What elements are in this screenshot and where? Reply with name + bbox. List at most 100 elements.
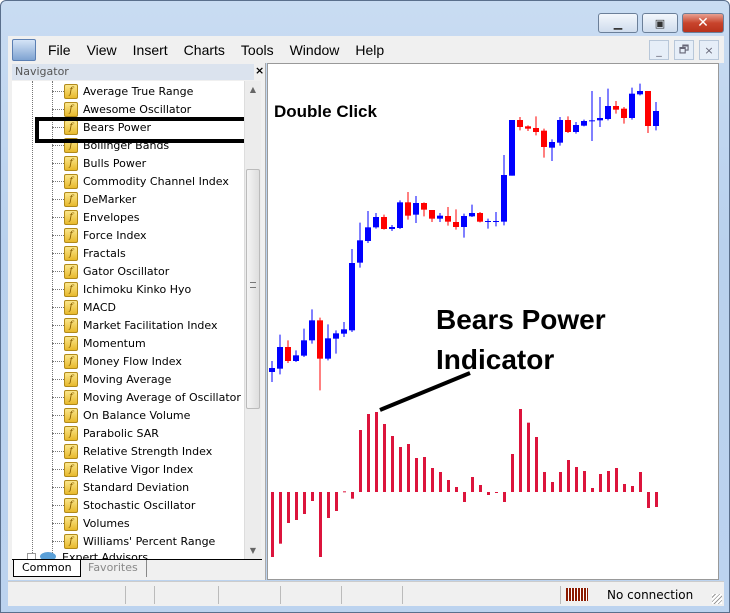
tree-item-williams-percent-range[interactable]: f Williams' Percent Range <box>12 533 244 551</box>
tree-item-demarker[interactable]: f DeMarker <box>12 191 244 209</box>
menu-window[interactable]: Window <box>289 41 340 58</box>
expert-advisors-icon <box>40 552 56 559</box>
navigator-close-button[interactable]: × <box>255 64 265 77</box>
tree-item-bulls-power[interactable]: f Bulls Power <box>12 155 244 173</box>
tree-item-relative-strength-index[interactable]: f Relative Strength Index <box>12 443 244 461</box>
resize-grip[interactable] <box>712 594 722 604</box>
tree-item-ichimoku-kinko-hyo[interactable]: f Ichimoku Kinko Hyo <box>12 281 244 299</box>
tree-item-moving-average-of-oscillator[interactable]: f Moving Average of Oscillator <box>12 389 244 407</box>
bears-power-bar <box>439 472 442 492</box>
chart-area[interactable]: Double Click Bears Power Indicator <box>267 63 719 580</box>
candle-body <box>541 130 547 147</box>
mdi-restore-button[interactable]: 🗗 <box>674 40 694 60</box>
window-minimize-button[interactable]: ▁ <box>598 13 638 33</box>
bears-power-bar <box>303 492 306 514</box>
indicator-function-icon: f <box>64 390 78 405</box>
bears-power-bar <box>319 492 322 557</box>
indicator-function-icon: f <box>64 408 78 423</box>
bears-power-bar <box>311 492 314 501</box>
annotation-line-2: Indicator <box>436 344 555 375</box>
candle-body <box>533 128 539 132</box>
candle-body <box>573 125 579 132</box>
tree-folder-expert-advisors[interactable]: Expert Advisors <box>12 551 244 559</box>
candle-body <box>357 240 363 263</box>
tree-item-relative-vigor-index[interactable]: f Relative Vigor Index <box>12 461 244 479</box>
tab-common[interactable]: Common <box>13 560 81 577</box>
tree-folder-label: Expert Advisors <box>62 551 149 559</box>
candle-body <box>469 213 475 217</box>
navigator-scrollbar[interactable]: ▲ ▼ <box>244 81 261 559</box>
window-maximize-button[interactable]: ▣ <box>642 13 678 33</box>
candle-body <box>509 120 515 176</box>
menu-tools[interactable]: Tools <box>240 41 274 58</box>
tree-item-label: MACD <box>83 301 116 314</box>
menu-file[interactable]: File <box>48 41 71 58</box>
window-close-button[interactable]: ✕ <box>682 13 724 33</box>
candle-body <box>581 121 587 126</box>
candle-body <box>485 221 491 222</box>
mdi-close-button[interactable]: × <box>699 40 719 60</box>
indicator-function-icon: f <box>64 444 78 459</box>
tree-item-bears-power[interactable]: f Bears Power <box>12 119 244 137</box>
tree-item-gator-oscillator[interactable]: f Gator Oscillator <box>12 263 244 281</box>
candle-body <box>421 203 427 210</box>
tree-item-average-true-range[interactable]: f Average True Range <box>12 83 244 101</box>
tree-item-on-balance-volume[interactable]: f On Balance Volume <box>12 407 244 425</box>
bears-power-bar <box>367 414 370 492</box>
menu-view[interactable]: View <box>86 41 117 58</box>
menu-insert[interactable]: Insert <box>132 41 168 58</box>
tab-favorites[interactable]: Favorites <box>80 560 147 577</box>
tree-item-macd[interactable]: f MACD <box>12 299 244 317</box>
scroll-up-arrow-icon[interactable]: ▲ <box>249 85 257 94</box>
candle-body <box>637 91 643 95</box>
price-chart <box>269 83 659 557</box>
candle-body <box>373 217 379 228</box>
bears-power-bar <box>391 436 394 492</box>
bears-power-bar <box>351 492 354 499</box>
candle-body <box>557 120 563 143</box>
candle-body <box>597 118 603 121</box>
bears-power-bar <box>423 457 426 492</box>
candle-body <box>285 347 291 361</box>
tree-item-standard-deviation[interactable]: f Standard Deviation <box>12 479 244 497</box>
scroll-down-arrow-icon[interactable]: ▼ <box>249 546 257 555</box>
tree-item-label: Money Flow Index <box>83 355 182 368</box>
candle-body <box>397 202 403 228</box>
tree-item-fractals[interactable]: f Fractals <box>12 245 244 263</box>
tree-item-momentum[interactable]: f Momentum <box>12 335 244 353</box>
tree-item-parabolic-sar[interactable]: f Parabolic SAR <box>12 425 244 443</box>
tree-item-label: Bears Power <box>83 121 152 134</box>
candle-body <box>493 221 499 222</box>
tree-item-force-index[interactable]: f Force Index <box>12 227 244 245</box>
candle-body <box>605 106 611 119</box>
bears-power-bar <box>407 444 410 492</box>
tree-item-awesome-oscillator[interactable]: f Awesome Oscillator <box>12 101 244 119</box>
scrollbar-thumb[interactable] <box>246 169 260 409</box>
indicator-function-icon: f <box>64 462 78 477</box>
connection-status-icon <box>566 588 588 601</box>
menu-charts[interactable]: Charts <box>183 41 225 58</box>
tree-item-label: Envelopes <box>83 211 140 224</box>
candle-body <box>613 106 619 110</box>
candle-body <box>405 202 411 216</box>
tree-item-volumes[interactable]: f Volumes <box>12 515 244 533</box>
tree-item-envelopes[interactable]: f Envelopes <box>12 209 244 227</box>
tree-item-moving-average[interactable]: f Moving Average <box>12 371 244 389</box>
indicator-function-icon: f <box>64 228 78 243</box>
bears-power-bar <box>335 492 338 511</box>
tree-item-money-flow-index[interactable]: f Money Flow Index <box>12 353 244 371</box>
tree-item-commodity-channel-index[interactable]: f Commodity Channel Index <box>12 173 244 191</box>
mdi-minimize-button[interactable]: _ <box>649 40 669 60</box>
indicator-annotation: Bears Power Indicator <box>436 300 606 380</box>
candle-body <box>429 210 435 219</box>
tree-item-market-facilitation-index[interactable]: f Market Facilitation Index <box>12 317 244 335</box>
candle-body <box>349 263 355 331</box>
candle-body <box>381 217 387 229</box>
candle-body <box>301 340 307 356</box>
menu-help[interactable]: Help <box>355 41 385 58</box>
tree-item-stochastic-oscillator[interactable]: f Stochastic Oscillator <box>12 497 244 515</box>
candle-body <box>525 126 531 129</box>
candle-body <box>309 320 315 341</box>
indicator-function-icon: f <box>64 156 78 171</box>
tree-item-label: Standard Deviation <box>83 481 190 494</box>
